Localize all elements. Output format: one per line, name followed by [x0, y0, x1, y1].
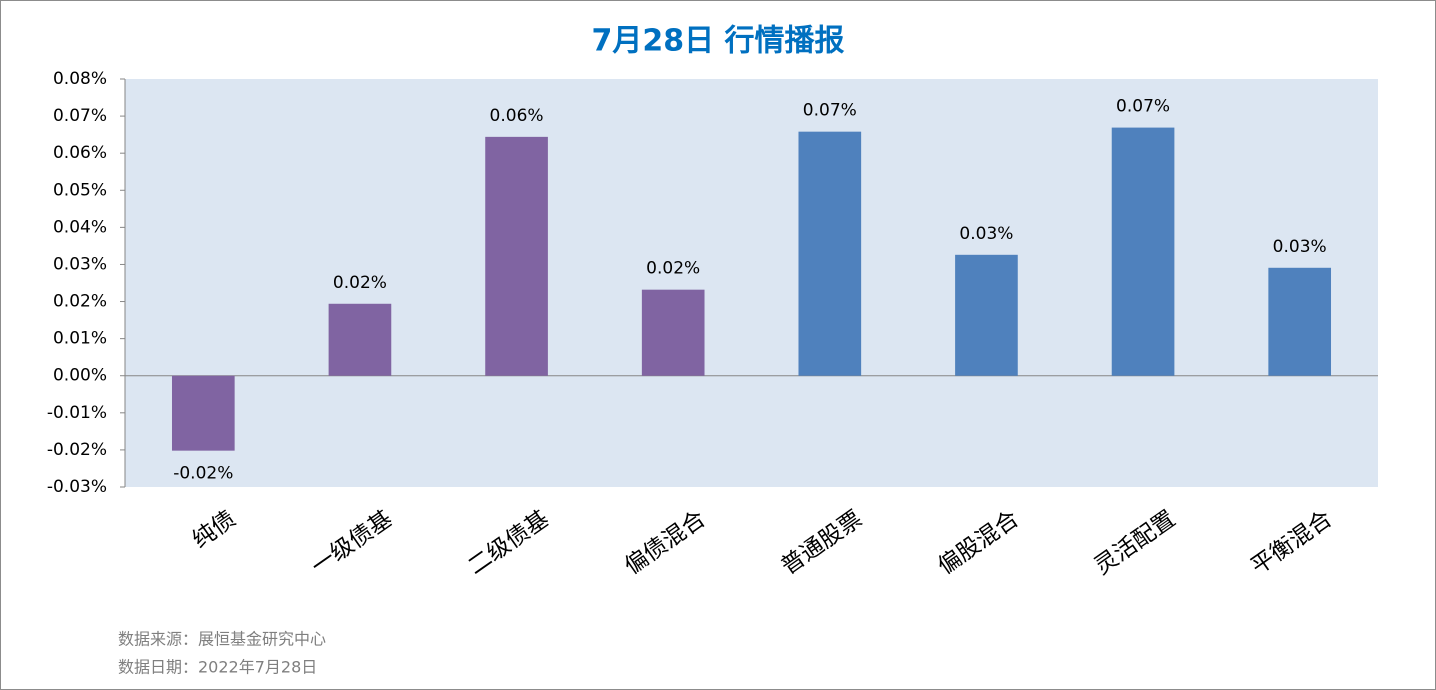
y-tick-label: 0.07% — [53, 106, 107, 126]
y-tick-label: -0.03% — [47, 477, 107, 497]
value-label: 0.02% — [333, 273, 387, 293]
bar — [485, 136, 548, 376]
value-label: 0.02% — [646, 259, 700, 279]
bar — [1268, 267, 1332, 376]
y-tick-label: 0.08% — [53, 69, 107, 89]
y-tick-label: -0.01% — [47, 403, 107, 423]
y-tick-label: 0.01% — [53, 329, 107, 349]
bar — [798, 131, 862, 376]
date-note: 数据日期：2022年7月28日 — [118, 658, 317, 677]
y-tick-label: -0.02% — [47, 440, 107, 460]
chart-title: 7月28日 行情播报 — [591, 24, 844, 59]
y-tick-label: 0.04% — [53, 217, 107, 237]
plot-area — [125, 79, 1378, 487]
bar — [1111, 127, 1175, 376]
value-label: -0.02% — [173, 464, 233, 484]
bar — [955, 254, 1018, 376]
y-tick-label: 0.00% — [53, 366, 107, 386]
bar — [641, 289, 705, 376]
y-tick-label: 0.05% — [53, 180, 107, 200]
value-label: 0.06% — [490, 106, 544, 126]
value-label: 0.03% — [959, 224, 1013, 244]
value-label: 0.07% — [803, 101, 857, 121]
value-label: 0.07% — [1116, 97, 1170, 117]
bar — [171, 375, 235, 451]
value-label: 0.03% — [1273, 237, 1327, 257]
y-tick-label: 0.06% — [53, 143, 107, 163]
y-tick-label: 0.02% — [53, 292, 107, 312]
y-tick-label: 0.03% — [53, 254, 107, 274]
source-note: 数据来源：展恒基金研究中心 — [118, 630, 326, 649]
bar — [328, 303, 392, 376]
